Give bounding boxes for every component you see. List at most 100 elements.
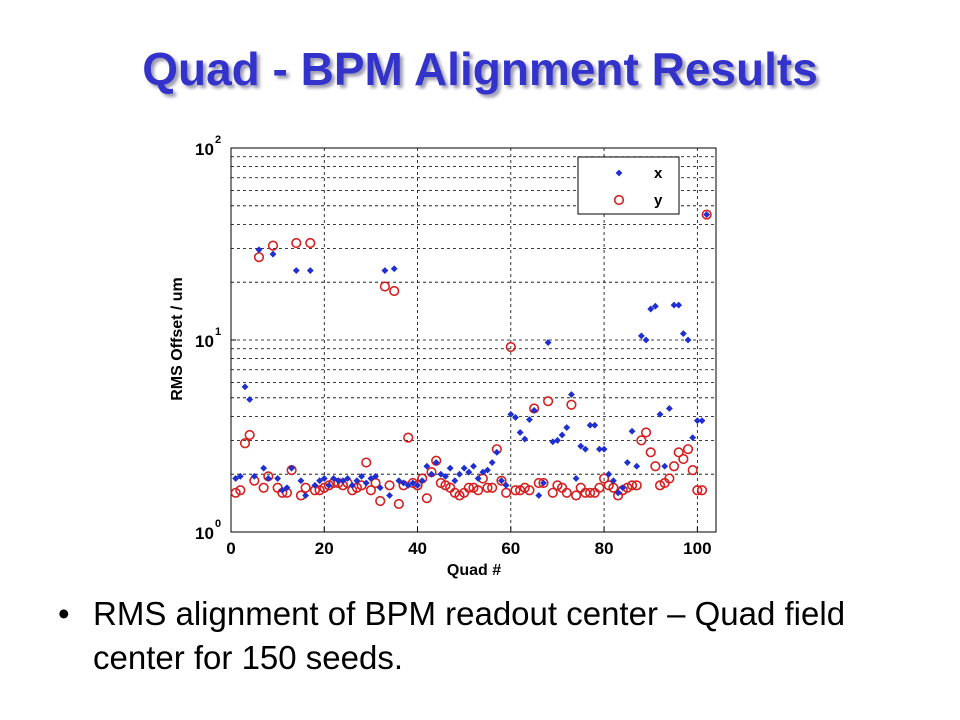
point-x bbox=[353, 477, 361, 485]
point-x bbox=[703, 211, 711, 219]
legend-box bbox=[577, 156, 680, 215]
legend-label-x: x bbox=[654, 165, 663, 182]
point-y bbox=[305, 237, 316, 249]
point-x bbox=[614, 489, 622, 497]
point-x bbox=[572, 475, 580, 482]
point-x bbox=[498, 477, 505, 485]
point-y bbox=[538, 477, 549, 489]
point-x bbox=[297, 477, 305, 485]
point-y bbox=[365, 485, 377, 496]
point-y bbox=[664, 473, 675, 484]
point-x bbox=[344, 475, 352, 482]
point-x bbox=[372, 472, 379, 480]
legend-marker-x bbox=[615, 169, 623, 177]
bullet-text: RMS alignment of BPM readout center – Qu… bbox=[93, 595, 846, 676]
point-x bbox=[250, 472, 258, 480]
y-tick-label: 10 1 bbox=[195, 326, 221, 351]
point-x bbox=[423, 462, 431, 470]
point-y bbox=[487, 482, 498, 493]
point-y bbox=[505, 341, 516, 353]
y-tick-base: 10 bbox=[195, 524, 214, 543]
point-x bbox=[474, 475, 482, 482]
point-x bbox=[619, 484, 627, 492]
point-x bbox=[642, 336, 650, 344]
point-x bbox=[451, 477, 459, 485]
point-x bbox=[479, 468, 487, 476]
point-x bbox=[325, 481, 333, 489]
point-x bbox=[470, 462, 477, 470]
point-y bbox=[524, 485, 535, 496]
point-x bbox=[516, 429, 524, 436]
point-y bbox=[668, 461, 680, 472]
point-x bbox=[595, 445, 603, 453]
bullet-dot-icon: • bbox=[58, 595, 70, 632]
point-y bbox=[701, 209, 712, 220]
slide-title: Quad - BPM Alignment Results bbox=[142, 43, 818, 95]
point-x bbox=[665, 405, 673, 412]
bullet-point: • RMS alignment of BPM readout center – … bbox=[58, 592, 938, 680]
point-x bbox=[693, 417, 701, 425]
point-x bbox=[554, 436, 561, 444]
point-y bbox=[235, 485, 246, 496]
point-x bbox=[530, 406, 538, 414]
point-x bbox=[320, 475, 328, 482]
point-y bbox=[636, 435, 647, 446]
point-y bbox=[258, 482, 269, 493]
y-tick-label: 10 0 bbox=[195, 518, 221, 543]
point-x bbox=[306, 267, 314, 274]
point-x bbox=[586, 421, 594, 429]
point-y bbox=[510, 485, 521, 496]
y-tick-label: 10 2 bbox=[195, 134, 221, 159]
x-tick-label: 80 bbox=[595, 539, 614, 558]
point-x bbox=[460, 464, 468, 472]
point-y bbox=[421, 493, 432, 504]
point-y bbox=[626, 480, 638, 491]
point-x bbox=[628, 427, 636, 435]
y-tick-exponent: 0 bbox=[215, 518, 221, 530]
point-x bbox=[535, 492, 543, 499]
point-x bbox=[330, 475, 338, 482]
point-x bbox=[446, 464, 454, 472]
point-x bbox=[507, 410, 515, 418]
point-x bbox=[600, 445, 608, 453]
series-x bbox=[232, 211, 711, 499]
point-x bbox=[521, 435, 529, 443]
point-x bbox=[232, 475, 240, 482]
point-x bbox=[563, 424, 571, 431]
point-x bbox=[288, 464, 296, 472]
point-x bbox=[376, 484, 384, 492]
point-x bbox=[488, 459, 496, 466]
point-y bbox=[361, 457, 372, 468]
point-y bbox=[640, 427, 652, 438]
point-x bbox=[362, 479, 370, 487]
point-x bbox=[278, 486, 286, 494]
point-y bbox=[543, 396, 554, 407]
point-x bbox=[465, 468, 473, 476]
point-x bbox=[390, 265, 398, 273]
point-y bbox=[692, 485, 703, 496]
point-x bbox=[348, 481, 356, 489]
y-axis-label: RMS Offset / um bbox=[169, 277, 186, 401]
point-x bbox=[647, 305, 655, 313]
point-y bbox=[687, 465, 698, 476]
point-y bbox=[570, 490, 582, 501]
point-x bbox=[404, 481, 412, 489]
point-x bbox=[698, 417, 706, 425]
point-x bbox=[274, 475, 282, 482]
point-x bbox=[260, 464, 268, 472]
point-x bbox=[339, 477, 347, 485]
point-y bbox=[389, 285, 400, 297]
point-x bbox=[316, 477, 324, 485]
x-tick-label: 60 bbox=[501, 539, 520, 558]
point-x bbox=[609, 477, 617, 485]
point-x bbox=[577, 442, 585, 450]
x-axis-label: Quad # bbox=[447, 562, 501, 579]
point-x bbox=[414, 481, 421, 489]
point-x bbox=[334, 477, 342, 485]
x-tick-label: 100 bbox=[683, 539, 711, 558]
y-tick-base: 10 bbox=[195, 140, 214, 159]
point-y bbox=[594, 482, 605, 493]
point-y bbox=[547, 487, 558, 498]
chart-legend: xy bbox=[577, 156, 680, 215]
